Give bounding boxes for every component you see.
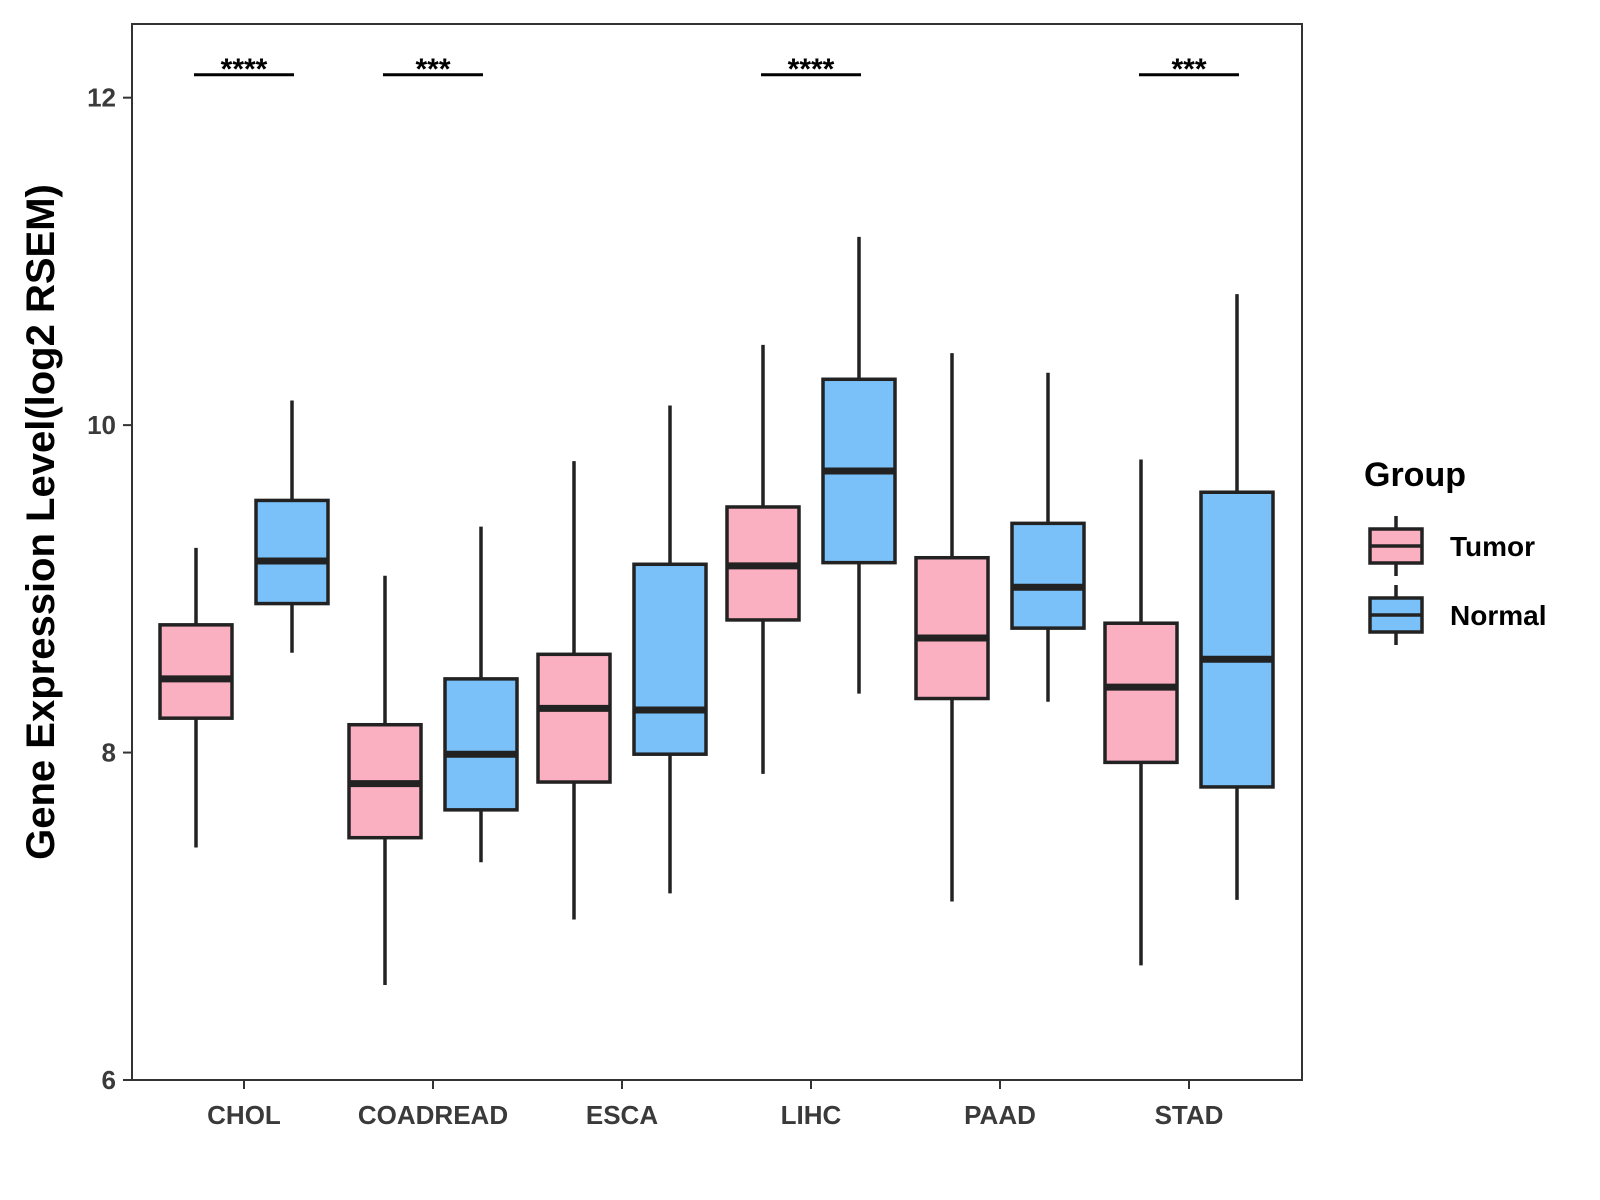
significance-label-chol: **** — [221, 53, 268, 86]
y-tick-label-6: 6 — [102, 1065, 116, 1095]
significance-label-coadread: *** — [415, 53, 450, 86]
x-tick-label-lihc: LIHC — [781, 1100, 842, 1130]
significance-label-stad: *** — [1171, 53, 1206, 86]
legend-label-normal: Normal — [1450, 600, 1546, 631]
y-tick-label-8: 8 — [102, 738, 116, 768]
y-axis-title: Gene Expression Level(log2 RSEM) — [19, 184, 63, 860]
box-tumor-chol — [158, 623, 234, 720]
box-tumor-esca — [536, 652, 612, 784]
x-tick-label-coadread: COADREAD — [358, 1100, 508, 1130]
x-tick-label-esca: ESCA — [586, 1100, 658, 1130]
significance-label-lihc: **** — [788, 53, 835, 86]
legend-title: Group — [1364, 456, 1466, 494]
box-normal-esca — [632, 562, 708, 756]
plot-panel — [131, 23, 1303, 1081]
x-tick-label-paad: PAAD — [964, 1100, 1036, 1130]
x-tick-label-chol: CHOL — [207, 1100, 281, 1130]
box-tumor-paad — [914, 555, 990, 701]
x-tick-label-stad: STAD — [1155, 1100, 1224, 1130]
y-tick-label-10: 10 — [87, 410, 116, 440]
box-normal-chol — [254, 498, 330, 606]
box-normal-coadread — [443, 677, 519, 812]
box-normal-stad — [1199, 490, 1275, 789]
box-tumor-stad — [1103, 621, 1179, 765]
box-normal-paad — [1010, 521, 1086, 630]
y-tick-label-12: 12 — [87, 83, 116, 113]
legend-label-tumor: Tumor — [1450, 531, 1535, 562]
